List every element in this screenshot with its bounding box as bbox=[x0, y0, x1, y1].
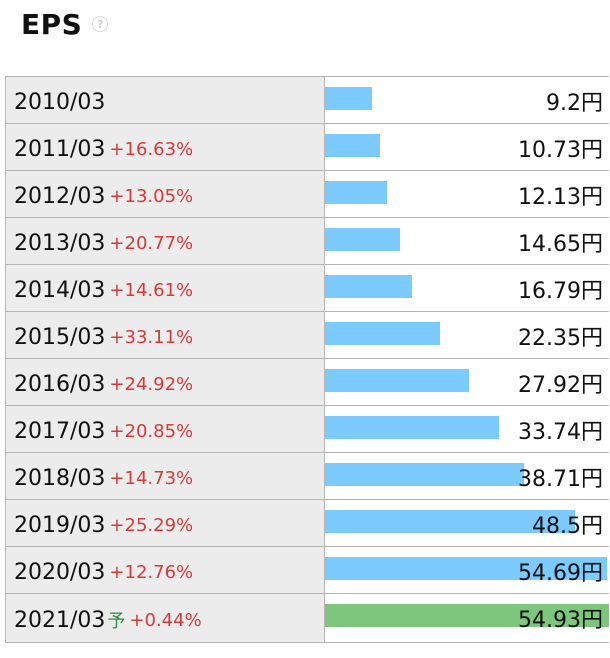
growth-rate: +24.92% bbox=[109, 373, 194, 395]
year-cell: 2019/03 +25.29% bbox=[5, 500, 325, 546]
growth-rate: +20.77% bbox=[109, 232, 194, 254]
year-label: 2020/03 bbox=[14, 559, 106, 585]
year-cell: 2016/03 +24.92% bbox=[5, 359, 325, 405]
eps-value: 54.69円 bbox=[518, 561, 603, 586]
year-cell: 2013/03 +20.77% bbox=[5, 218, 325, 264]
value-cell: 12.13円 bbox=[325, 171, 609, 217]
chart-title: EPS bbox=[21, 7, 83, 41]
value-cell: 38.71円 bbox=[325, 453, 609, 499]
year-label: 2012/03 bbox=[14, 183, 106, 209]
growth-rate: +25.29% bbox=[109, 514, 194, 536]
eps-value: 9.2円 bbox=[546, 91, 603, 116]
value-cell: 10.73円 bbox=[325, 124, 609, 170]
growth-rate: +12.76% bbox=[109, 561, 194, 583]
year-cell: 2017/03 +20.85% bbox=[5, 406, 325, 452]
table-row: 2015/03 +33.11% 22.35円 bbox=[5, 312, 609, 359]
year-label: 2011/03 bbox=[14, 136, 106, 162]
year-label: 2010/03 bbox=[14, 89, 106, 115]
table-row: 2012/03 +13.05% 12.13円 bbox=[5, 171, 609, 218]
year-cell: 2012/03 +13.05% bbox=[5, 171, 325, 217]
table-row: 2010/03 9.2円 bbox=[5, 77, 609, 124]
year-cell: 2010/03 bbox=[5, 77, 325, 123]
value-cell: 48.5円 bbox=[325, 500, 609, 546]
growth-rate: +13.05% bbox=[109, 185, 194, 207]
eps-value: 12.13円 bbox=[518, 185, 603, 210]
year-cell: 2011/03 +16.63% bbox=[5, 124, 325, 170]
value-cell: 33.74円 bbox=[325, 406, 609, 452]
year-label: 2015/03 bbox=[14, 324, 106, 350]
table-row: 2013/03 +20.77% 14.65円 bbox=[5, 218, 609, 265]
table-row: 2019/03 +25.29% 48.5円 bbox=[5, 500, 609, 547]
value-cell: 16.79円 bbox=[325, 265, 609, 311]
eps-bar bbox=[325, 181, 387, 204]
eps-value: 48.5円 bbox=[532, 514, 603, 539]
year-label: 2019/03 bbox=[14, 512, 106, 538]
growth-rate: +14.73% bbox=[109, 467, 194, 489]
table-row: 2017/03 +20.85% 33.74円 bbox=[5, 406, 609, 453]
year-label: 2021/03 bbox=[14, 607, 106, 633]
growth-rate: +33.11% bbox=[109, 326, 194, 348]
forecast-bar bbox=[325, 604, 609, 627]
year-cell: 2020/03 +12.76% bbox=[5, 547, 325, 593]
year-label: 2016/03 bbox=[14, 371, 106, 397]
eps-bar bbox=[325, 463, 524, 486]
question-circle-icon[interactable]: ? bbox=[92, 16, 109, 32]
eps-value: 54.93円 bbox=[518, 608, 603, 633]
eps-bar bbox=[325, 369, 469, 392]
eps-value: 27.92円 bbox=[518, 373, 603, 398]
eps-bar bbox=[325, 228, 400, 251]
year-cell: 2021/03 予 +0.44% bbox=[5, 594, 325, 642]
table-row: 2020/03 +12.76% 54.69円 bbox=[5, 547, 609, 594]
growth-rate: +14.61% bbox=[109, 279, 194, 301]
growth-rate: +16.63% bbox=[109, 138, 194, 160]
eps-value: 16.79円 bbox=[518, 279, 603, 304]
table-row: 2016/03 +24.92% 27.92円 bbox=[5, 359, 609, 406]
eps-bar bbox=[325, 275, 412, 298]
value-cell: 27.92円 bbox=[325, 359, 609, 405]
growth-rate: +20.85% bbox=[109, 420, 194, 442]
year-cell: 2014/03 +14.61% bbox=[5, 265, 325, 311]
table-row: 2018/03 +14.73% 38.71円 bbox=[5, 453, 609, 500]
eps-bar bbox=[325, 557, 607, 580]
eps-value: 22.35円 bbox=[518, 326, 603, 351]
chart-header: EPS ? bbox=[21, 4, 109, 44]
table-row: 2014/03 +14.61% 16.79円 bbox=[5, 265, 609, 312]
value-cell: 54.69円 bbox=[325, 547, 609, 593]
year-label: 2018/03 bbox=[14, 465, 106, 491]
eps-bar bbox=[325, 134, 380, 157]
value-cell: 54.93円 bbox=[325, 594, 609, 642]
year-cell: 2018/03 +14.73% bbox=[5, 453, 325, 499]
value-cell: 22.35円 bbox=[325, 312, 609, 358]
eps-bar bbox=[325, 322, 440, 345]
table-row: 2021/03 予 +0.44% 54.93円 bbox=[5, 594, 609, 643]
eps-value: 38.71円 bbox=[518, 467, 603, 492]
eps-bar bbox=[325, 416, 499, 439]
eps-bar bbox=[325, 87, 372, 110]
table-row: 2011/03 +16.63% 10.73円 bbox=[5, 124, 609, 171]
eps-value: 14.65円 bbox=[518, 232, 603, 257]
year-label: 2014/03 bbox=[14, 277, 106, 303]
eps-value: 10.73円 bbox=[518, 138, 603, 163]
value-cell: 9.2円 bbox=[325, 77, 609, 123]
year-label: 2017/03 bbox=[14, 418, 106, 444]
eps-table: 2010/03 9.2円 2011/03 +16.63% 10.73円 2012/03 +1… bbox=[5, 76, 609, 643]
year-cell: 2015/03 +33.11% bbox=[5, 312, 325, 358]
eps-value: 33.74円 bbox=[518, 420, 603, 445]
forecast-marker: 予 bbox=[107, 611, 126, 632]
year-label: 2013/03 bbox=[14, 230, 106, 256]
growth-rate: +0.44% bbox=[129, 609, 202, 631]
eps-bar bbox=[325, 510, 575, 533]
value-cell: 14.65円 bbox=[325, 218, 609, 264]
